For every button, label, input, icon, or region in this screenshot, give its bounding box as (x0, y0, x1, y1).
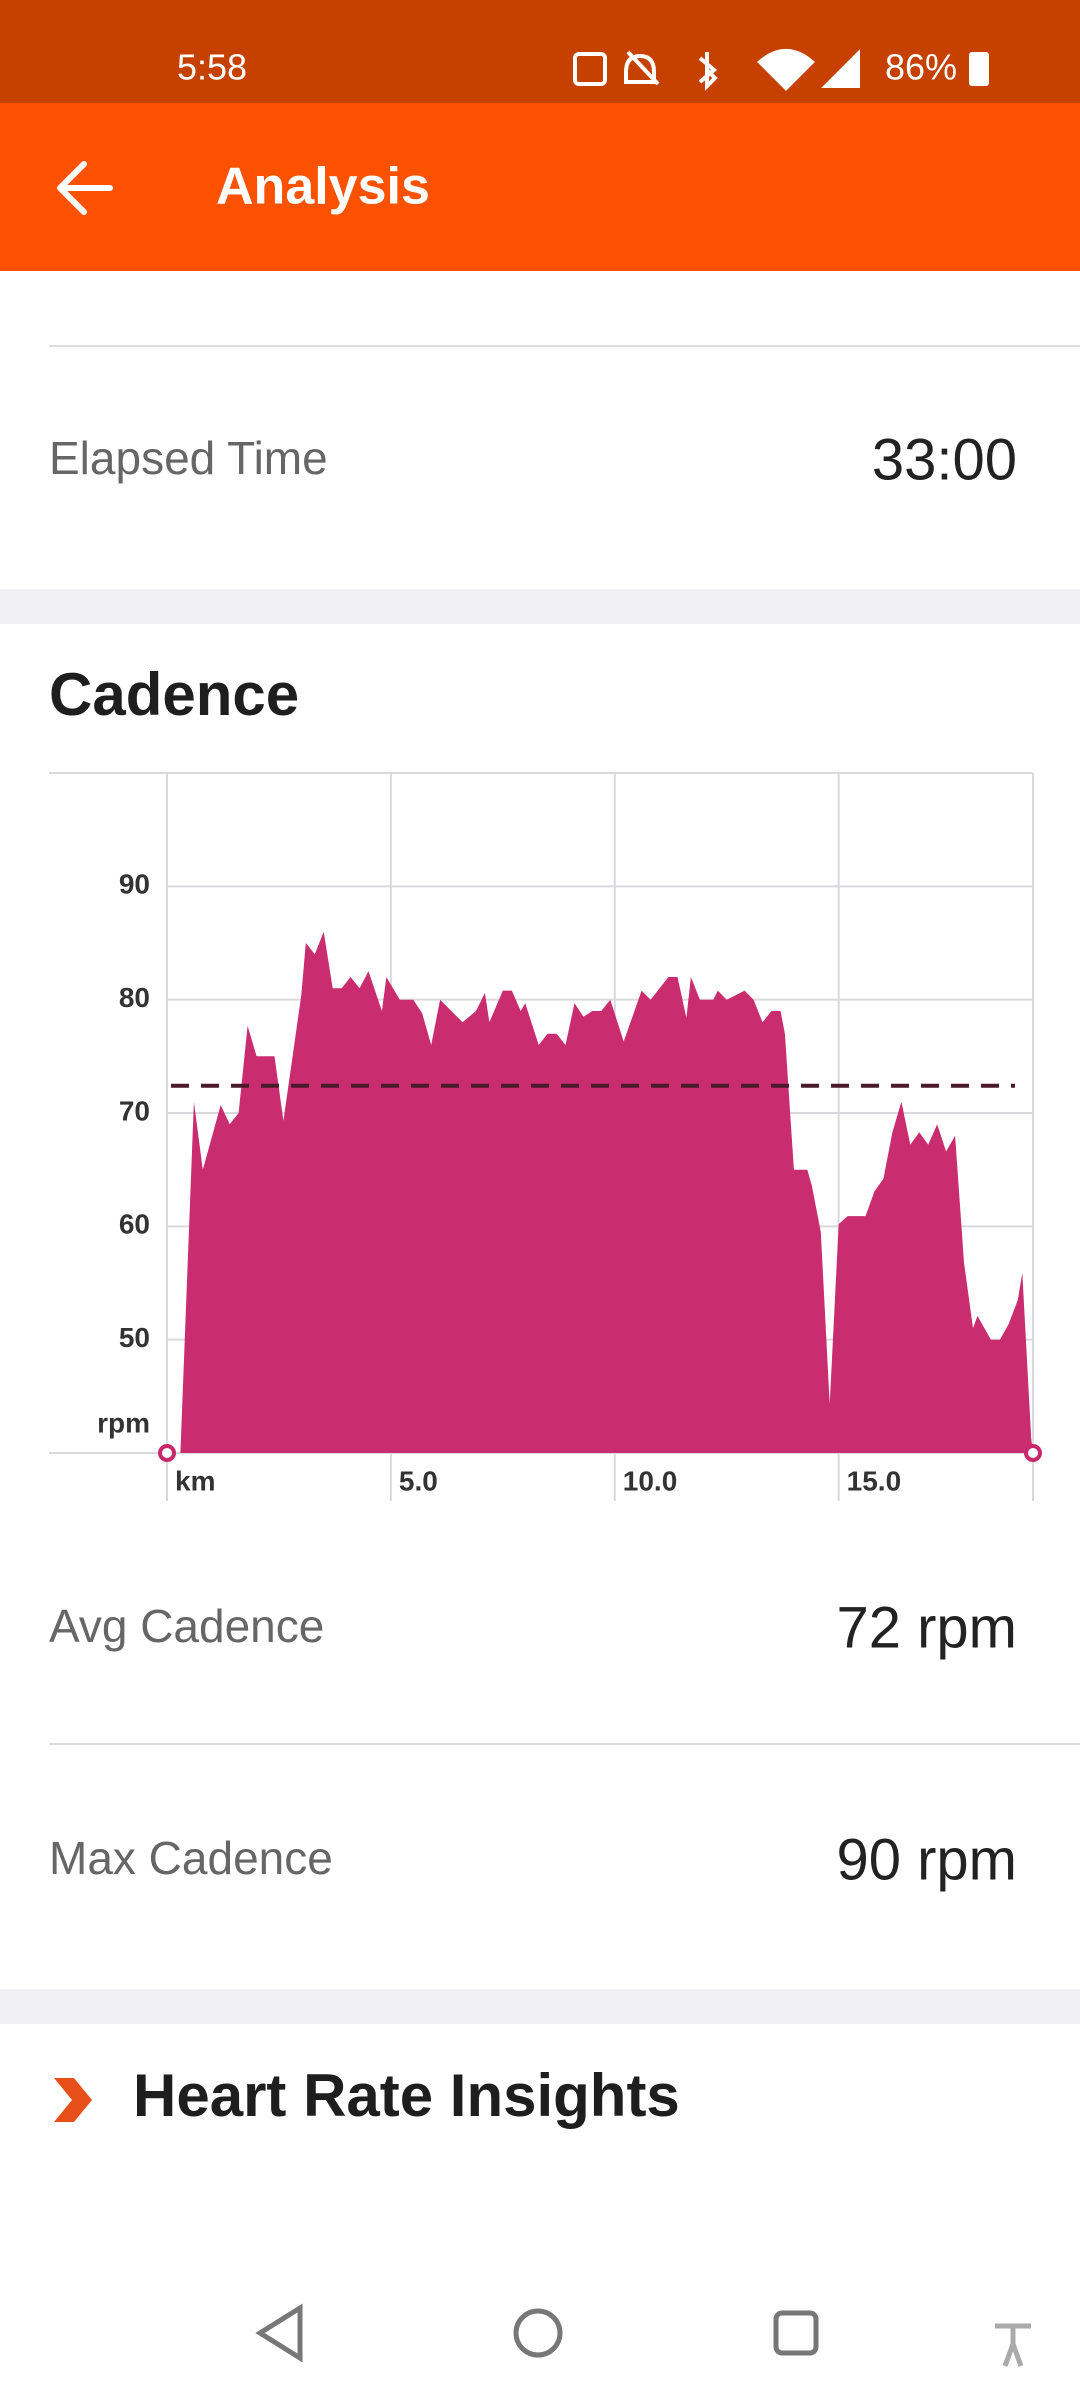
end-marker (158, 1444, 176, 1462)
x-tick-label: 5.0 (399, 1465, 438, 1496)
battery-icon (969, 52, 989, 86)
nav-home[interactable] (513, 2308, 563, 2358)
back-button[interactable] (57, 161, 113, 215)
chevron-icon[interactable] (54, 2078, 92, 2122)
app-bar (0, 103, 1080, 271)
stat-value: 72 rpm (836, 1595, 1017, 1660)
status-battery: 86% (885, 47, 957, 88)
x-tick-label: km (175, 1465, 215, 1496)
stat-value: 90 rpm (836, 1827, 1017, 1892)
x-tick-label: 15.0 (847, 1465, 902, 1496)
nav-bar (255, 2303, 1031, 2367)
nav-accessibility[interactable] (995, 2316, 1031, 2367)
insights-title[interactable]: Heart Rate Insights (133, 2062, 680, 2129)
x-tick-label: 10.0 (623, 1465, 678, 1496)
y-tick-label: 80 (119, 982, 150, 1013)
end-marker (1024, 1444, 1042, 1462)
stat-label: Avg Cadence (49, 1600, 324, 1652)
status-icons (573, 49, 860, 91)
y-tick-label: 70 (119, 1095, 150, 1126)
section-gap (0, 589, 1080, 624)
status-bar (0, 0, 1080, 103)
y-tick-label: 60 (119, 1209, 150, 1240)
chart: rpm 50 60 70 80 90 km 5.0 10.0 15.0 (49, 772, 1042, 1501)
y-tick-label: 90 (119, 869, 150, 900)
elapsed-label: Elapsed Time (49, 432, 328, 484)
y-tick-label: 50 (119, 1322, 150, 1353)
cadence-area (167, 931, 1033, 1453)
chart-title: Cadence (49, 661, 299, 728)
status-time: 5:58 (177, 47, 247, 88)
stat-label: Max Cadence (49, 1832, 333, 1884)
nav-back[interactable] (255, 2303, 303, 2363)
elapsed-value: 33:00 (872, 427, 1017, 492)
app-title: Analysis (216, 158, 430, 216)
section-gap (0, 1989, 1080, 2024)
y-tick-label: rpm (97, 1407, 150, 1438)
nav-recents[interactable] (773, 2310, 819, 2356)
